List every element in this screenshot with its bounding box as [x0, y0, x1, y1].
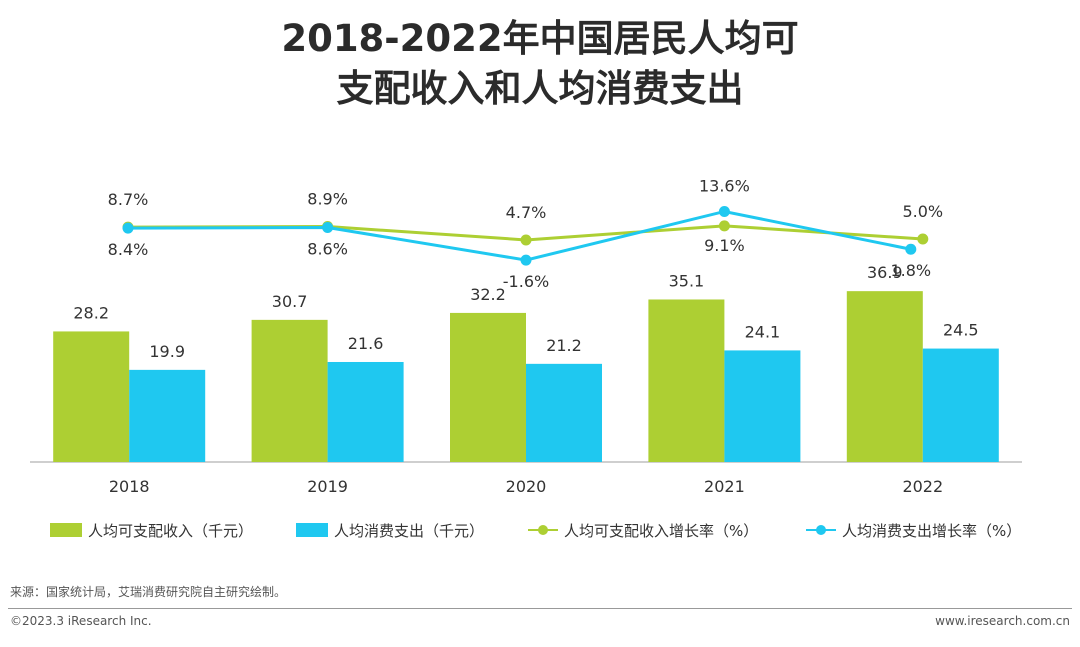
x-tick-label-2018: 2018 [109, 477, 150, 496]
point-income-rate-2021 [718, 220, 730, 232]
point-consumption-rate-2020 [520, 254, 532, 266]
label-income-rate-2021: 9.1% [704, 236, 745, 255]
point-income-rate-2020 [520, 234, 532, 246]
bar-label-consumption-2020: 21.2 [546, 336, 582, 355]
bar-consumption-2020 [526, 363, 602, 462]
label-consumption-rate-2018: 8.4% [108, 240, 149, 259]
footer-divider [8, 608, 1072, 609]
point-consumption-rate-2018 [122, 222, 134, 234]
legend-label-income-rate: 人均可支配收入增长率（%） [564, 521, 759, 540]
legend-swatch-consumption [296, 523, 328, 537]
bar-income-2022 [846, 291, 923, 462]
label-income-rate-2022: 5.0% [902, 202, 943, 221]
legend-label-consumption: 人均消费支出（千元） [334, 521, 485, 540]
bar-label-income-2022: 36.9 [867, 263, 903, 282]
bar-label-consumption-2019: 21.6 [348, 334, 384, 353]
legend-swatch-income-rate [528, 523, 558, 537]
bar-label-income-2019: 30.7 [272, 292, 308, 311]
chart-title-line-2: 支配收入和人均消费支出 [336, 67, 744, 110]
label-consumption-rate-2022: 1.8% [890, 261, 931, 280]
chart-area: 28.2 19.9 2018 30.7 21.6 2019 32.2 21.2 2020 35.1… [30, 176, 1022, 496]
point-consumption-rate-2021 [718, 205, 730, 217]
label-consumption-rate-2019: 8.6% [307, 239, 348, 258]
bar-label-income-2021: 35.1 [669, 271, 705, 290]
bar-income-2018 [53, 331, 130, 462]
bar-label-consumption-2021: 24.1 [745, 322, 781, 341]
bar-income-2020 [450, 312, 526, 462]
label-income-rate-2018: 8.7% [108, 190, 149, 209]
point-income-rate-2022 [917, 233, 929, 245]
legend-item-consumption-rate: 人均消费支出增长率（%） [806, 518, 1021, 542]
label-income-rate-2019: 8.9% [307, 190, 348, 209]
legend-item-income: 人均可支配收入（千元） [50, 518, 253, 542]
legend-item-income-rate: 人均可支配收入增长率（%） [528, 518, 758, 542]
bar-label-consumption-2018: 19.9 [149, 342, 185, 361]
chart-title-line-1: 2018-2022年中国居民人均可 [281, 17, 799, 60]
bar-consumption-2022 [922, 348, 999, 462]
legend: 人均可支配收入（千元） 人均消费支出（千元） 人均可支配收入增长率（%） 人均消… [50, 518, 1050, 542]
bar-consumption-2021 [724, 350, 801, 462]
x-tick-label-2021: 2021 [704, 477, 745, 496]
label-consumption-rate-2020: -1.6% [503, 272, 549, 291]
legend-label-consumption-rate: 人均消费支出增长率（%） [842, 521, 1022, 540]
chart-title: 2018-2022年中国居民人均可 支配收入和人均消费支出 [0, 14, 1080, 114]
copyright: ©2023.3 iResearch Inc. [10, 614, 152, 628]
source-note: 来源：国家统计局，艾瑞消费研究院自主研究绘制。 [10, 585, 287, 599]
bar-label-income-2020: 32.2 [470, 285, 506, 304]
point-consumption-rate-2022 [905, 243, 917, 255]
x-tick-label-2020: 2020 [506, 477, 547, 496]
bar-income-2019 [251, 319, 328, 462]
point-consumption-rate-2019 [322, 221, 334, 233]
legend-swatch-income [50, 523, 82, 537]
bar-consumption-2018 [129, 369, 206, 462]
bar-consumption-2019 [327, 361, 404, 462]
x-tick-label-2019: 2019 [307, 477, 348, 496]
website-link[interactable]: www.iresearch.com.cn [935, 614, 1070, 628]
bar-income-2021 [648, 299, 725, 462]
x-tick-label-2022: 2022 [902, 477, 943, 496]
legend-item-consumption: 人均消费支出（千元） [296, 518, 484, 542]
legend-swatch-consumption-rate [806, 523, 836, 537]
bar-label-consumption-2022: 24.5 [943, 321, 979, 340]
label-income-rate-2020: 4.7% [506, 203, 547, 222]
legend-label-income: 人均可支配收入（千元） [88, 521, 254, 540]
bar-label-income-2018: 28.2 [73, 303, 109, 322]
label-consumption-rate-2021: 13.6% [699, 176, 750, 195]
